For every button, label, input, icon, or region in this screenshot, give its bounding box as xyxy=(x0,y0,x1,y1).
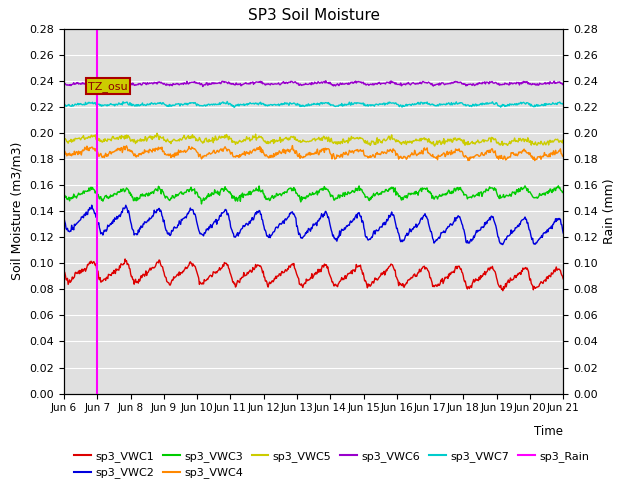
Line: sp3_VWC4: sp3_VWC4 xyxy=(64,145,563,160)
sp3_VWC3 xyxy=(554,183,562,189)
sp3_VWC3 xyxy=(69,195,77,201)
sp3_VWC5 xyxy=(153,131,161,136)
sp3_VWC2 xyxy=(88,202,95,208)
Line: sp3_VWC6: sp3_VWC6 xyxy=(64,80,563,86)
sp3_VWC5 xyxy=(120,136,128,142)
sp3_VWC3 xyxy=(198,198,206,204)
sp3_VWC6 xyxy=(199,84,207,89)
sp3_VWC7 xyxy=(559,102,567,108)
sp3_VWC2 xyxy=(60,215,68,221)
sp3_VWC6 xyxy=(559,81,567,86)
sp3_VWC5 xyxy=(198,140,206,145)
sp3_VWC4 xyxy=(60,150,68,156)
sp3_VWC3 xyxy=(60,193,68,199)
sp3_VWC1 xyxy=(120,261,128,266)
sp3_VWC2 xyxy=(198,231,206,237)
sp3_VWC3 xyxy=(389,184,397,190)
sp3_VWC7 xyxy=(69,103,77,109)
sp3_VWC2 xyxy=(121,205,129,211)
sp3_VWC2 xyxy=(499,241,507,247)
sp3_VWC2 xyxy=(559,230,567,236)
sp3_VWC5 xyxy=(172,138,180,144)
Y-axis label: Rain (mm): Rain (mm) xyxy=(604,179,616,244)
sp3_VWC1 xyxy=(374,276,382,281)
sp3_VWC6 xyxy=(121,79,129,84)
sp3_VWC7 xyxy=(230,105,238,110)
sp3_VWC5 xyxy=(559,140,567,146)
sp3_VWC7 xyxy=(60,102,68,108)
Legend: sp3_VWC1, sp3_VWC2, sp3_VWC3, sp3_VWC4, sp3_VWC5, sp3_VWC6, sp3_VWC7, sp3_Rain: sp3_VWC1, sp3_VWC2, sp3_VWC3, sp3_VWC4, … xyxy=(70,446,594,480)
sp3_VWC7 xyxy=(172,102,179,108)
sp3_VWC4 xyxy=(198,156,205,162)
sp3_VWC4 xyxy=(289,143,296,148)
sp3_VWC7 xyxy=(120,100,128,106)
sp3_VWC5 xyxy=(389,136,397,142)
sp3_VWC5 xyxy=(69,138,77,144)
sp3_VWC5 xyxy=(431,143,438,149)
sp3_VWC1 xyxy=(559,276,567,282)
sp3_VWC1 xyxy=(60,270,68,276)
sp3_VWC3 xyxy=(120,189,128,194)
sp3_VWC4 xyxy=(172,150,179,156)
sp3_VWC3 xyxy=(172,194,179,200)
Text: TZ_osu: TZ_osu xyxy=(88,81,127,92)
sp3_VWC2 xyxy=(69,225,77,231)
sp3_VWC6 xyxy=(198,82,206,87)
sp3_VWC1 xyxy=(69,276,77,282)
Line: sp3_VWC7: sp3_VWC7 xyxy=(64,101,563,108)
sp3_VWC6 xyxy=(172,81,180,87)
Line: sp3_VWC3: sp3_VWC3 xyxy=(64,186,563,204)
sp3_VWC7 xyxy=(376,101,383,107)
sp3_VWC7 xyxy=(390,100,397,106)
Line: sp3_VWC5: sp3_VWC5 xyxy=(64,133,563,146)
sp3_VWC1 xyxy=(499,288,507,294)
sp3_VWC6 xyxy=(69,81,77,87)
Line: sp3_VWC1: sp3_VWC1 xyxy=(64,259,563,291)
sp3_VWC1 xyxy=(389,264,397,270)
sp3_VWC2 xyxy=(389,212,397,217)
sp3_VWC6 xyxy=(390,80,397,85)
Line: sp3_VWC2: sp3_VWC2 xyxy=(64,205,563,244)
Title: SP3 Soil Moisture: SP3 Soil Moisture xyxy=(248,9,380,24)
sp3_VWC3 xyxy=(559,189,567,195)
sp3_VWC1 xyxy=(121,256,129,262)
sp3_VWC5 xyxy=(60,134,68,140)
sp3_VWC4 xyxy=(69,152,77,157)
sp3_VWC5 xyxy=(374,137,382,143)
sp3_VWC6 xyxy=(376,80,383,85)
Y-axis label: Soil Moisture (m3/m3): Soil Moisture (m3/m3) xyxy=(11,142,24,280)
sp3_VWC7 xyxy=(223,98,231,104)
sp3_VWC3 xyxy=(374,192,382,198)
sp3_VWC4 xyxy=(120,144,128,149)
sp3_VWC6 xyxy=(88,77,95,83)
sp3_VWC1 xyxy=(198,281,206,287)
sp3_VWC1 xyxy=(172,274,180,280)
sp3_VWC6 xyxy=(60,81,68,86)
sp3_VWC7 xyxy=(198,103,205,108)
sp3_VWC4 xyxy=(559,154,567,159)
X-axis label: Time: Time xyxy=(534,425,563,438)
sp3_VWC4 xyxy=(374,151,382,157)
sp3_VWC4 xyxy=(389,146,397,152)
sp3_VWC2 xyxy=(172,225,180,231)
sp3_VWC4 xyxy=(531,157,539,163)
sp3_VWC2 xyxy=(374,228,382,233)
sp3_VWC3 xyxy=(198,201,205,207)
